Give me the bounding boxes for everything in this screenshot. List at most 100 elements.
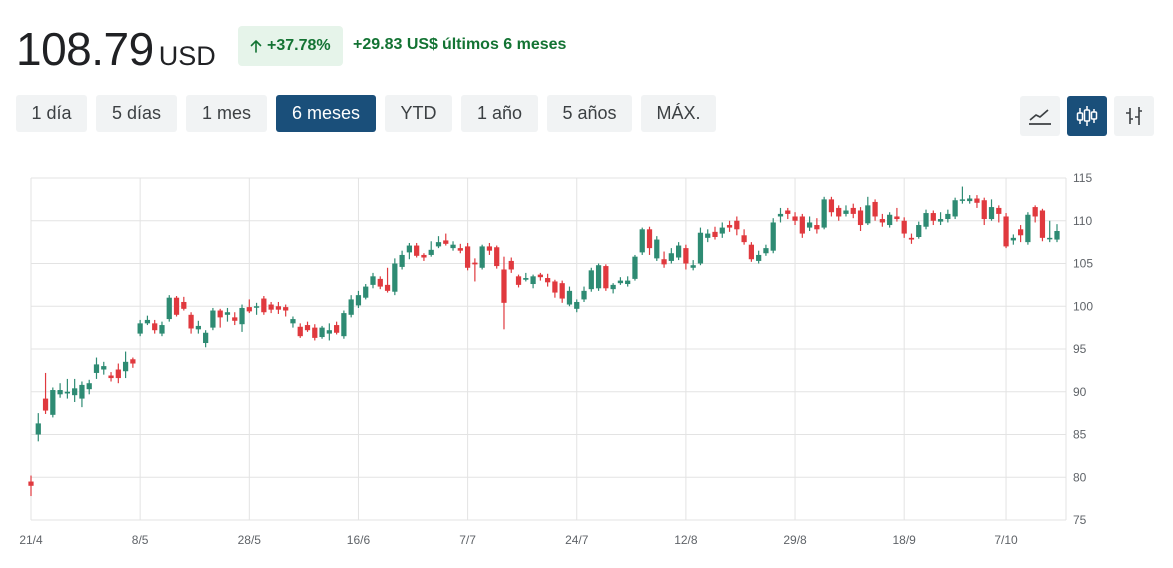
candle [545,273,551,287]
candle [726,220,733,232]
candle [35,413,41,442]
candle [799,213,805,238]
candle [181,296,187,311]
candle [246,299,252,314]
range-button-1[interactable]: 5 días [96,95,177,132]
candle [741,229,747,245]
candle [843,205,849,217]
line-chart-icon [1029,109,1051,125]
candle [101,361,107,375]
candle [865,196,871,226]
candle [275,301,282,314]
candle [472,258,478,282]
chart-candles [28,186,1060,497]
candle [552,279,558,298]
x-axis-labels: 21/4 8/5 28/5 16/6 7/7 24/7 12/8 29/8 18/9 7/10 [19,533,1018,547]
candle [639,227,645,255]
range-button-4[interactable]: YTD [385,95,452,132]
line-chart-button[interactable] [1020,96,1060,136]
candle [632,254,638,281]
candle [821,196,827,230]
candlestick-chart-button[interactable] [1067,96,1107,136]
y-tick-label: 110 [1073,214,1092,228]
candle [377,276,383,290]
range-button-0[interactable]: 1 día [16,95,87,132]
candle [566,286,573,307]
candle [210,307,216,331]
candle [625,276,631,287]
candle [574,299,580,313]
candle [232,312,238,326]
candle [290,316,296,328]
candle [508,257,514,273]
candle [93,357,100,379]
candle [988,199,995,221]
candle [879,213,885,227]
y-axis-labels: 75 80 85 90 95 100 105 110 115 [1073,171,1093,527]
candle [486,242,493,255]
range-button-5[interactable]: 1 año [461,95,538,132]
candle [610,283,616,294]
candle [770,218,776,254]
candle [159,321,165,337]
candle [675,242,682,261]
chart-type-toolbar [1020,96,1154,136]
candle [137,319,143,337]
candle [370,272,376,289]
candle [355,290,362,308]
candle [333,321,340,335]
candle [1054,224,1060,243]
x-tick-label: 29/8 [783,533,807,547]
candle [1017,225,1024,243]
time-range-selector: 1 día 5 días 1 mes 6 meses YTD 1 año 5 años MÁX… [16,95,716,132]
chart-grid [30,177,1067,521]
y-tick-label: 115 [1073,171,1092,185]
y-tick-label: 100 [1073,299,1093,313]
candle [806,216,813,232]
candle [130,357,136,368]
candle [144,315,151,326]
candle [195,320,201,334]
ohlc-chart-button[interactable] [1114,96,1154,136]
candle [348,295,354,318]
candle [748,242,755,262]
candle [435,236,442,249]
candle [428,241,434,257]
candle [850,203,856,219]
y-tick-label: 90 [1073,385,1087,399]
range-button-7[interactable]: MÁX. [641,95,716,132]
x-tick-label: 28/5 [238,533,262,547]
ohlc-chart-icon [1126,107,1142,125]
candle [28,475,34,497]
candle [537,272,543,281]
candle [1003,213,1009,249]
candle [326,323,332,341]
x-tick-label: 7/7 [459,533,476,547]
range-button-3[interactable]: 6 meses [276,95,376,132]
candle [661,251,667,268]
candle [406,242,413,260]
range-button-2[interactable]: 1 mes [186,95,267,132]
candlestick-chart-icon [1076,106,1098,126]
candle [603,264,609,291]
candle [559,280,565,303]
y-tick-label: 80 [1073,470,1087,484]
candle [945,209,951,223]
candle [705,229,711,243]
candle [173,295,180,317]
candle [515,274,522,288]
candle [421,253,427,261]
candle [959,186,966,204]
candle [952,197,958,220]
candle [363,284,369,300]
change-period: últimos 6 meses [441,36,567,53]
candle [654,236,660,261]
range-button-6[interactable]: 5 años [547,95,632,132]
candle [152,319,158,334]
candle [981,197,987,226]
candle [57,383,63,398]
candle [50,387,56,418]
candle [86,379,92,395]
candle [1025,212,1031,245]
x-tick-label: 12/8 [674,533,698,547]
